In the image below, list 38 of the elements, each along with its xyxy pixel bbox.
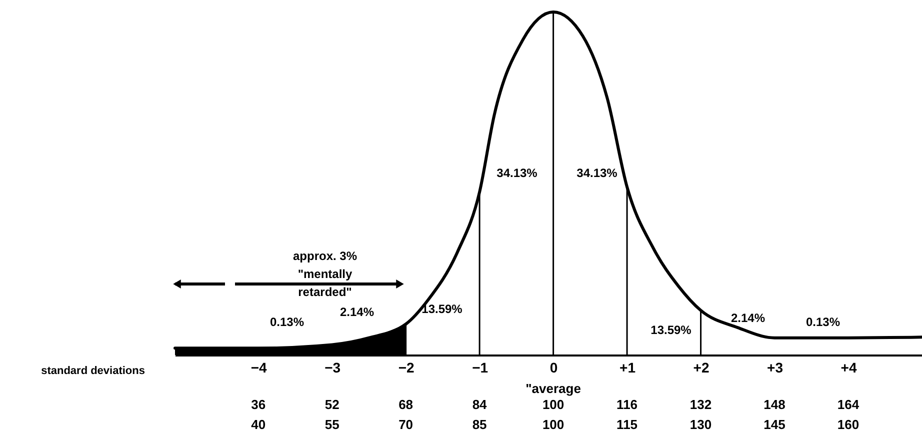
- text: 148: [764, 397, 786, 412]
- x-axis-title: standard deviations: [41, 365, 145, 377]
- text: 115: [616, 417, 638, 432]
- x-tick-label: 0: [550, 360, 558, 376]
- text: 116: [616, 397, 638, 412]
- text: 132: [690, 397, 712, 412]
- x-tick-label: +1: [620, 360, 636, 376]
- text: 68: [398, 397, 414, 412]
- text: 160: [837, 417, 860, 432]
- annotation: 0.13%: [806, 315, 840, 329]
- x-tick-label: +3: [767, 360, 784, 376]
- text: 55: [324, 417, 340, 432]
- annotation: 13.59%: [650, 323, 692, 337]
- text: 70: [398, 417, 414, 432]
- x-tick-label: −4: [250, 360, 268, 376]
- text: 100: [542, 397, 564, 412]
- annotation: 2.14%: [730, 311, 766, 325]
- text: 36: [251, 397, 266, 412]
- x-tick-label: +2: [693, 360, 710, 376]
- annotation: 2.14%: [340, 305, 374, 319]
- annotation: 34.13%: [496, 166, 538, 180]
- text: 130: [690, 417, 712, 432]
- text: 85: [472, 417, 487, 432]
- annotation: 0.13%: [270, 315, 304, 329]
- x-tick-label: −3: [324, 360, 341, 376]
- annotation: 13.59%: [422, 302, 463, 316]
- text: 84: [472, 397, 488, 412]
- text: "average: [526, 381, 581, 396]
- x-tick-label: −2: [398, 360, 414, 376]
- text: 145: [764, 417, 786, 432]
- text: 40: [251, 417, 266, 432]
- annotation: approx. 3% "mentally retarded": [292, 249, 358, 299]
- text: 164: [837, 397, 860, 412]
- text: 100: [542, 417, 564, 432]
- text: 52: [324, 397, 340, 412]
- annotation: 34.13%: [576, 166, 618, 180]
- x-tick-label: −1: [472, 360, 488, 376]
- x-tick-label: +4: [840, 360, 857, 376]
